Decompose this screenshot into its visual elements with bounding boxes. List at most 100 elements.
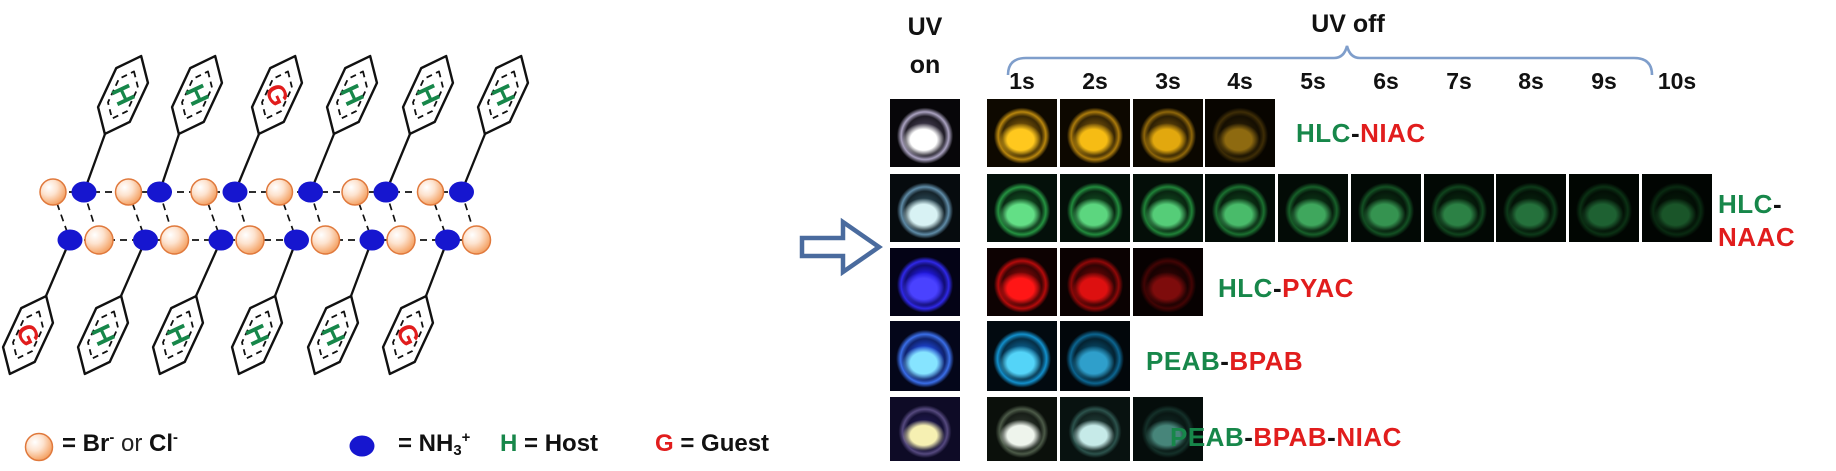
legend-ammonium-dot [349,435,375,457]
time-label-9s: 9s [1591,68,1617,94]
time-label-1s: 1s [1009,68,1035,94]
row-label-part: - [1272,273,1283,303]
row-label-part: HLC [1218,273,1273,303]
time-label-8s: 8s [1518,68,1544,94]
photo-HLC-NAAC-5s [1278,174,1348,242]
ammonium-dot [449,181,474,203]
legend-part: or [114,430,150,457]
photo-PEAB-BPAB-2s [1060,321,1130,391]
anion-sphere [114,178,143,206]
legend-part: 3 [453,443,462,460]
photo-HLC-NIAC-3s [1133,99,1203,167]
legend-part: H [500,430,518,457]
ammonium-dot [373,181,399,203]
ammonium-dot [147,181,172,203]
legend-part: - [173,430,178,446]
anion-sphere [386,225,416,255]
row-label-part: HLC [1296,118,1351,148]
ammonium-dot [133,229,158,251]
row-label-part: - [1244,422,1254,452]
anion-sphere [39,178,67,206]
anion-sphere [235,225,265,255]
row-label-PEAB-BPAB-NIAC: PEAB-BPAB-NIAC [1170,421,1402,454]
legend-part: Cl [149,430,174,457]
aromatic-ring-guest: G [381,294,435,376]
photo-HLC-NAAC-2s [1060,174,1130,242]
legend-part: G [655,430,674,457]
legend-anion-sphere [24,432,54,462]
photo-HLC-NIAC-2s [1060,99,1130,167]
row-label-part: NAAC [1718,222,1796,252]
row-label-part: NIAC [1360,118,1426,148]
aromatic-ring-host: H [476,54,530,136]
photo-HLC-PYAC-UV-on [890,248,960,316]
row-label-part: PYAC [1282,273,1354,303]
anion-sphere [416,178,445,206]
anion-sphere [265,178,294,206]
photo-HLC-NAAC-UV-on [890,174,960,242]
time-label-7s: 7s [1446,68,1472,94]
photo-HLC-NAAC-10s [1642,174,1712,242]
row-label-HLC-PYAC: HLC-PYAC [1218,272,1354,305]
photo-PEAB-BPAB-NIAC-1s [987,397,1057,461]
uv-off-bracket [1006,45,1654,76]
legend-part: + [461,430,471,446]
photo-HLC-NIAC-1s [987,99,1057,167]
photo-HLC-NAAC-8s [1496,174,1566,242]
legend-part: = Br [62,430,110,457]
row-label-HLC-NIAC: HLC-NIAC [1296,117,1426,150]
ammonium-dot [57,229,83,251]
time-label-2s: 2s [1082,68,1108,94]
anion-sphere [461,225,492,255]
photo-HLC-PYAC-2s [1060,248,1130,316]
photo-HLC-NAAC-7s [1424,174,1494,242]
anion-sphere [190,178,218,206]
photo-HLC-NAAC-9s [1569,174,1639,242]
uv-on-label: UV on [884,8,966,84]
photo-HLC-NIAC-4s [1205,99,1275,167]
row-label-part: - [1772,189,1783,219]
row-label-part: BPAB [1253,422,1328,452]
photo-PEAB-BPAB-NIAC-3s [1133,397,1203,461]
legend-part: = Guest [673,430,770,457]
time-label-6s: 6s [1373,68,1399,94]
ammonium-dot [222,181,248,203]
row-label-part: BPAB [1229,346,1304,376]
uv-on-line1: UV [907,13,943,41]
anion-sphere [341,178,369,206]
aromatic-ring-host: H [306,294,360,376]
ammonium-dot [71,181,97,203]
uv-on-line2: on [909,51,941,79]
right-arrow-icon [799,217,883,277]
photo-HLC-NAAC-3s [1133,174,1203,242]
photo-PEAB-BPAB-NIAC-2s [1060,397,1130,461]
row-label-part: NIAC [1336,422,1402,452]
ammonium-dot [435,229,460,251]
row-label-HLC-NAAC: HLC- NAAC [1718,188,1795,254]
uv-off-label: UV off [1311,10,1385,38]
aromatic-ring-host: H [151,294,205,376]
aromatic-ring-host: H [230,294,284,376]
legend-part: = NH [398,430,454,457]
ammonium-dot [359,229,385,251]
row-label-PEAB-BPAB: PEAB-BPAB [1146,345,1303,378]
row-label-part: HLC [1718,189,1773,219]
aromatic-ring-guest: G [1,294,55,376]
aromatic-ring-guest: G [250,54,304,136]
row-label-part: - [1220,346,1230,376]
row-label-part: PEAB [1170,422,1245,452]
legend-item-2: H = Host [500,430,598,458]
photo-PEAB-BPAB-1s [987,321,1057,391]
time-label-10s: 10s [1657,68,1697,94]
ammonium-dot [298,181,323,203]
anion-sphere [84,225,114,255]
photo-HLC-PYAC-3s [1133,248,1203,316]
host-guest-lattice-diagram: H H G H H HG H H H H G [1,54,530,462]
photo-HLC-NAAC-1s [987,174,1057,242]
time-label-3s: 3s [1155,68,1181,94]
photo-PEAB-BPAB-NIAC-UV-on [890,397,960,461]
legend-item-0: = Br- or Cl- [62,430,178,458]
legend-item-1: = NH3+ [398,430,471,460]
photo-HLC-PYAC-1s [987,248,1057,316]
